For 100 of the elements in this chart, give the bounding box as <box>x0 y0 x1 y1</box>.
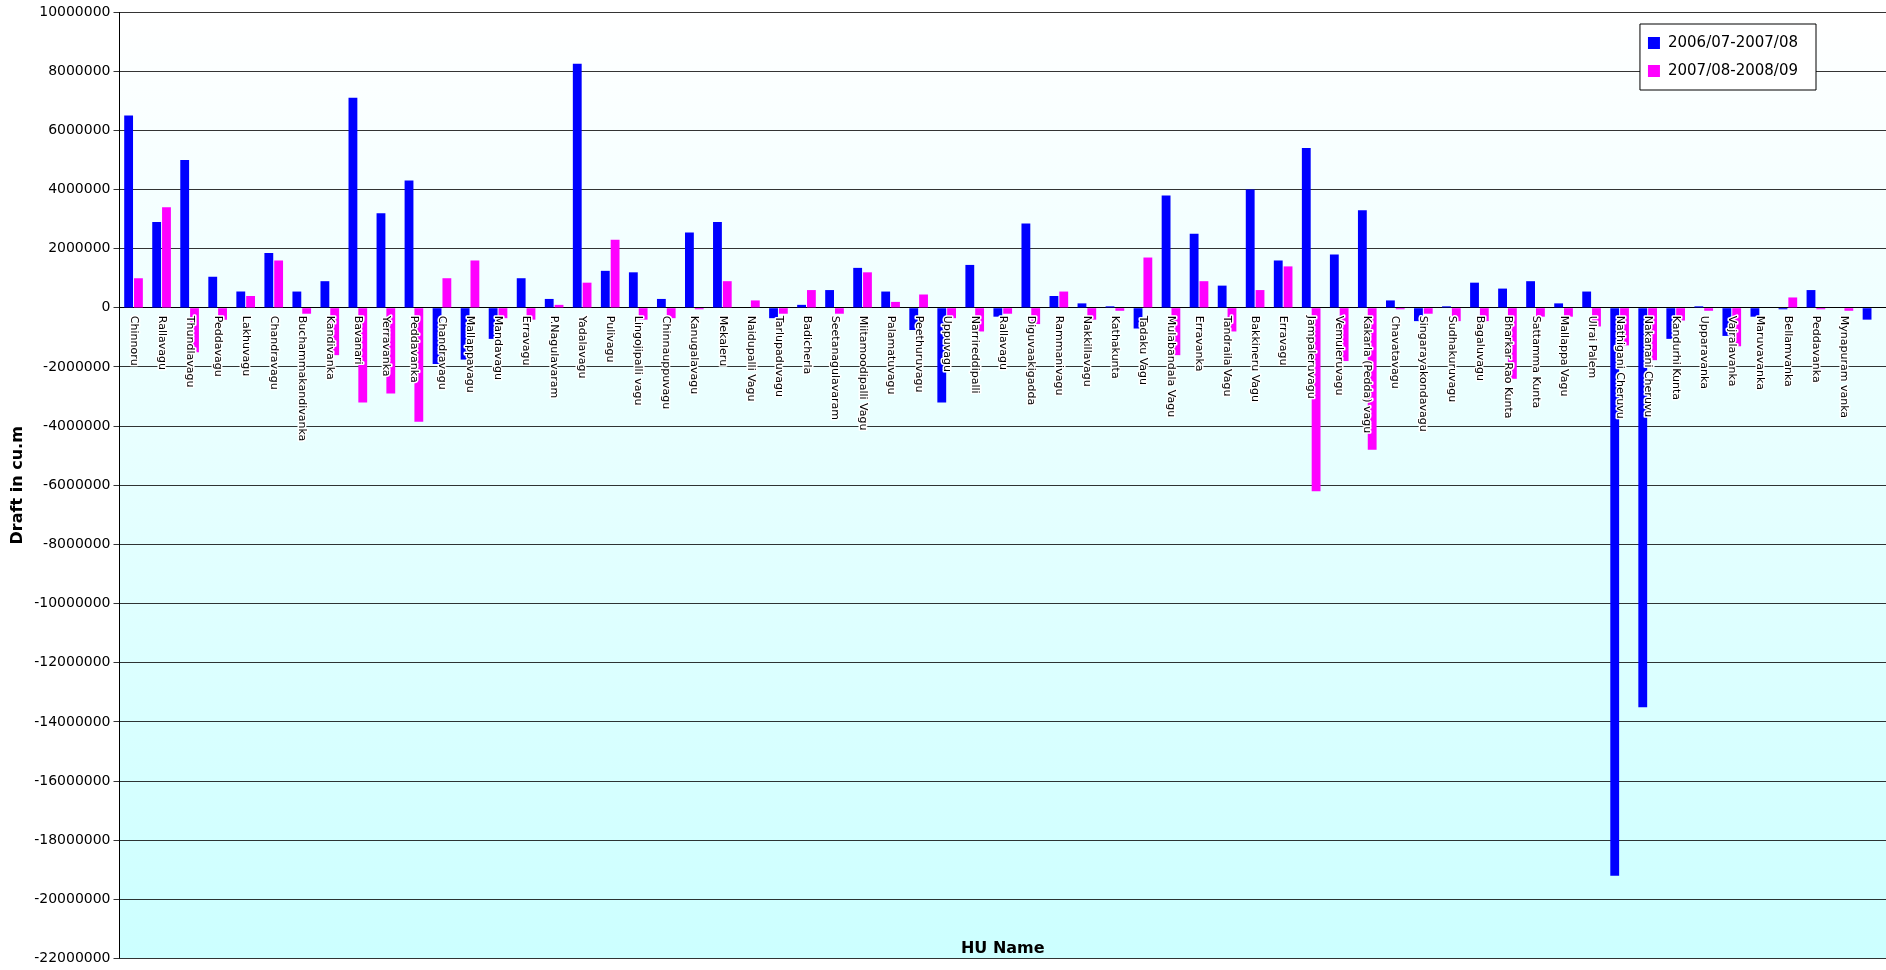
y-tick-label: -16000000 <box>34 771 111 788</box>
bar <box>1750 308 1760 317</box>
x-tick-label: Rallavagu <box>996 315 1010 371</box>
x-tick-label: Chandravagu <box>436 315 450 390</box>
x-tick-label: Kandivanka <box>323 315 337 380</box>
x-tick-label: Bagaluvagu <box>1473 315 1487 382</box>
y-tick-label: -8000000 <box>43 535 111 552</box>
x-tick-label: Pulivagu <box>604 315 618 363</box>
bar <box>1283 266 1293 308</box>
x-tick-label: Chinnoru <box>127 315 141 366</box>
bar <box>722 281 732 308</box>
x-tick-label: Lingojipalli vagu <box>632 315 646 406</box>
y-tick-label: 8000000 <box>48 61 111 78</box>
y-tick-label: -14000000 <box>34 712 111 729</box>
y-tick-label: 4000000 <box>48 180 111 197</box>
x-tick-label: Diguvaakigadda <box>1024 315 1038 406</box>
x-tick-label: Thundlavagu <box>183 314 197 388</box>
x-tick-label: Bakkineru Vagu <box>1249 315 1263 402</box>
y-tick-label: -6000000 <box>43 475 111 492</box>
bar <box>1217 285 1227 308</box>
bar <box>750 300 760 308</box>
x-tick-label: Upparavanka <box>1697 315 1711 389</box>
bar <box>180 159 190 308</box>
bar <box>778 308 788 314</box>
x-tick-label: Bellamvanka <box>1782 315 1795 387</box>
bar <box>1526 281 1536 308</box>
x-tick-label: Peddavanka <box>408 315 422 383</box>
x-tick-label: Erravagu <box>1277 315 1291 366</box>
bar <box>1329 254 1339 308</box>
y-tick-label: 6000000 <box>48 120 111 137</box>
y-tick-label: -10000000 <box>34 594 111 611</box>
x-tick-label: Chandravagu <box>267 315 281 390</box>
bar <box>919 294 928 308</box>
bar <box>572 63 582 308</box>
x-tick-label: Jampaleruvagu <box>1305 314 1319 399</box>
x-tick-label: Yerravanka <box>380 314 394 377</box>
bar <box>236 291 246 308</box>
x-tick-label: Peethuruvagu <box>912 315 926 393</box>
x-tick-label: P.Nagulavaram <box>548 315 562 399</box>
x-tick-label: Mallappavagu <box>464 315 478 393</box>
legend-label: 2007/08-2008/09 <box>1667 60 1799 79</box>
x-tick-label: Chavatavagu <box>1389 315 1403 389</box>
bar <box>825 290 835 308</box>
y-tick-label: -4000000 <box>43 416 111 433</box>
x-tick-label: Lakhuvagu <box>239 315 253 377</box>
bar <box>993 308 1003 317</box>
x-tick-label: Kandurhi Kunta <box>1669 315 1683 401</box>
bar <box>124 115 134 308</box>
y-tick-label: -22000000 <box>34 949 111 966</box>
bar <box>1143 257 1153 308</box>
bar <box>1003 308 1013 314</box>
x-tick-label: Uppuvagu <box>940 315 954 373</box>
bar <box>1059 291 1069 308</box>
bar <box>610 239 620 308</box>
bar <box>835 308 844 314</box>
bar <box>404 180 414 308</box>
bar <box>1862 308 1872 320</box>
bar <box>348 97 358 308</box>
bar <box>891 301 900 308</box>
x-tick-label: Miitamoodipalli Vagu <box>856 315 870 431</box>
bar <box>1199 281 1209 308</box>
bar <box>600 270 610 308</box>
bar <box>1423 308 1433 314</box>
bar <box>853 267 863 308</box>
bar <box>516 278 526 308</box>
y-tick-label: 0 <box>101 298 111 315</box>
bar <box>134 278 143 308</box>
x-tick-label: Erravagu <box>520 315 534 366</box>
x-tick-label: Yadalavagu <box>576 314 590 379</box>
bar <box>965 264 975 308</box>
x-tick-label: Buchammakandivanka <box>295 315 309 442</box>
x-tick-label: Singarayakondavagu <box>1417 315 1431 432</box>
bar <box>1582 291 1592 308</box>
bar <box>863 272 872 308</box>
x-tick-label: Erravanka <box>1193 315 1207 372</box>
bar <box>544 298 554 308</box>
x-tick-label: Mandavagu <box>492 315 506 380</box>
bar <box>1245 189 1255 308</box>
x-tick-label: Tadaku Vagu <box>1137 314 1151 386</box>
x-tick-label: Mallappa Vagu <box>1557 315 1571 397</box>
y-tick-label: -12000000 <box>34 653 111 670</box>
y-axis-title: Draft in cu.m <box>6 426 26 545</box>
x-tick-label: Bharkar Rao Kunta <box>1501 315 1515 419</box>
x-tick-label: Seetanagulavaram <box>828 315 842 421</box>
x-tick-label: Nakanani Cheruvu <box>1641 315 1655 418</box>
x-tick-label: Kanugalavagu <box>688 315 702 395</box>
x-tick-label: Chinnauppuvagu <box>660 315 674 410</box>
bar <box>1704 308 1714 311</box>
x-tick-label: Narrireddipalli <box>968 315 982 394</box>
bar <box>806 290 816 308</box>
bar <box>1021 223 1031 308</box>
bar <box>656 298 666 308</box>
x-tick-label: Sudhakuruvagu <box>1445 315 1459 403</box>
bar <box>302 308 312 314</box>
x-axis-title: HU Name <box>960 937 1045 957</box>
bar <box>376 213 386 308</box>
x-tick-label: Rammanivagu <box>1052 315 1066 396</box>
bar <box>470 260 480 308</box>
y-tick-label: 10000000 <box>39 2 111 19</box>
bar <box>1470 282 1479 308</box>
